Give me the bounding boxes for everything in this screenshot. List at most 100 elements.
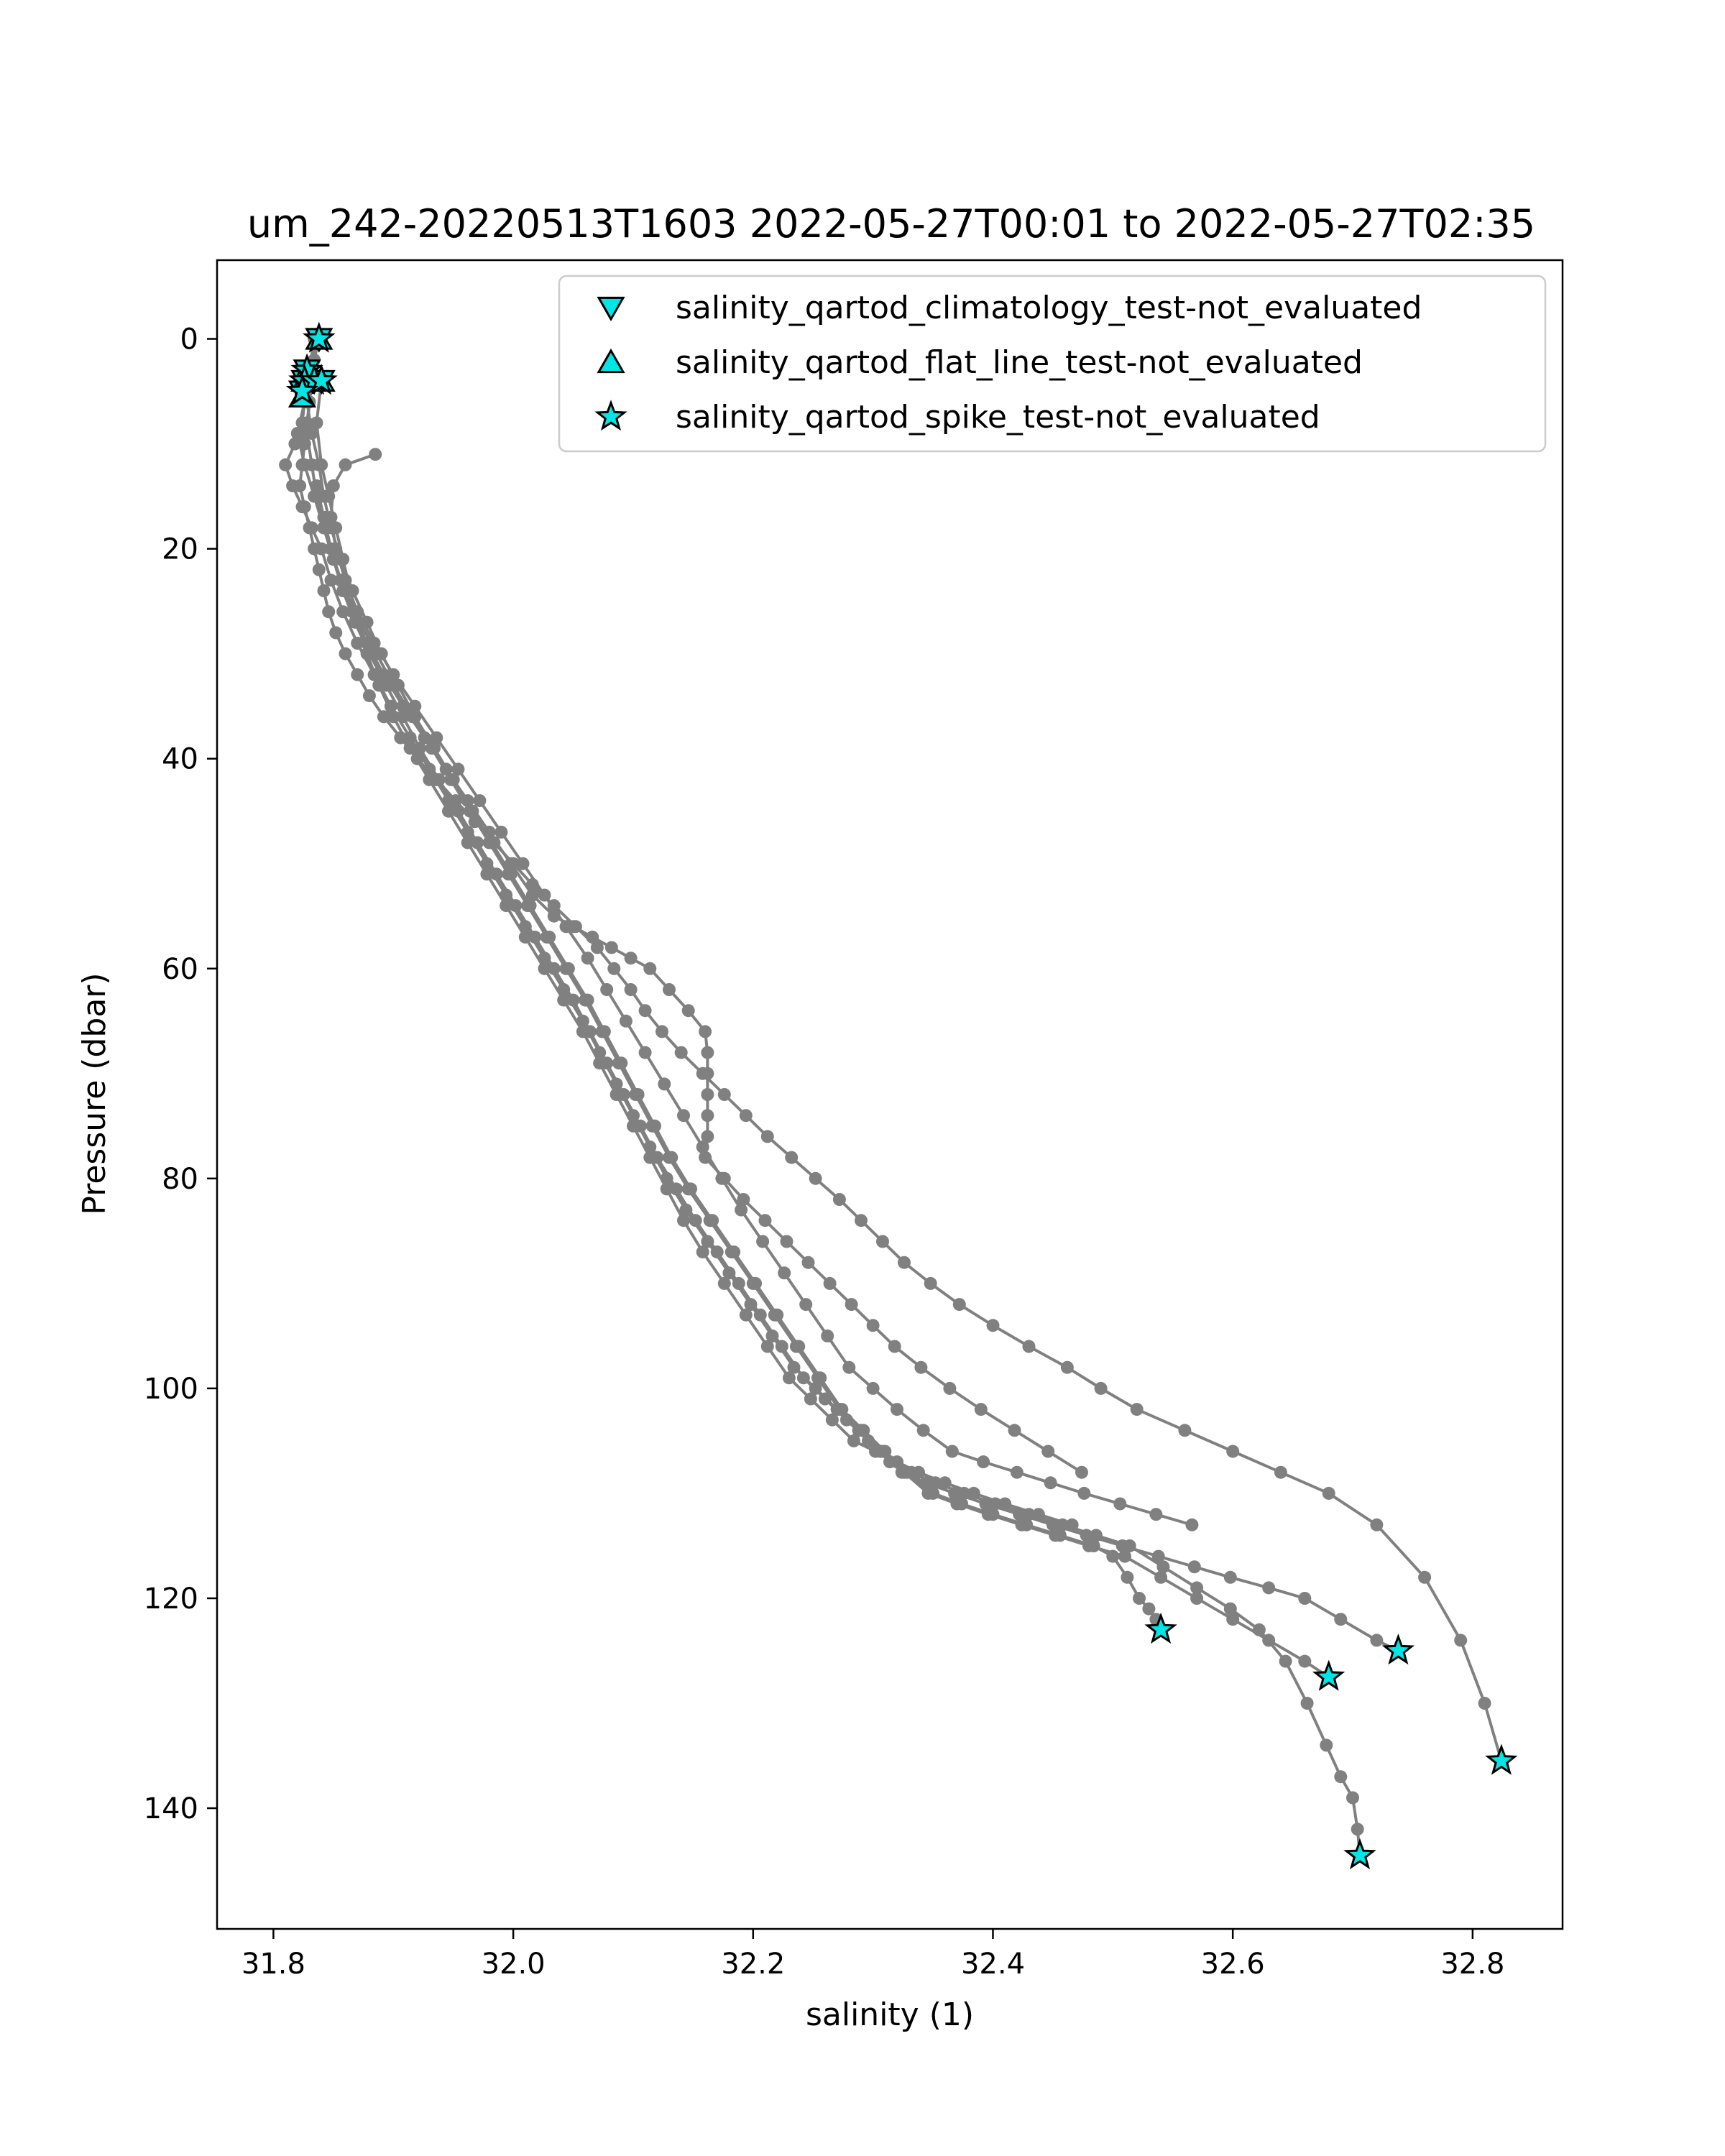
- profile-point: [775, 1340, 788, 1353]
- legend-entry: salinity_qartod_climatology_test-not_eva…: [597, 290, 1422, 326]
- profile-point: [866, 1319, 880, 1332]
- y-tick-label: 40: [162, 743, 198, 776]
- profile-point: [559, 962, 573, 975]
- profile-point: [1075, 1465, 1088, 1479]
- profile-point: [1010, 1465, 1024, 1479]
- profile-point: [778, 1266, 791, 1280]
- profile-point: [334, 573, 347, 587]
- profile-point: [701, 1130, 714, 1143]
- profile-point: [317, 584, 331, 597]
- profile-point: [888, 1340, 901, 1353]
- y-tick-label: 120: [144, 1583, 198, 1616]
- flag-series-star: [285, 321, 1518, 1870]
- profile-point: [1133, 1592, 1146, 1605]
- profile-point: [768, 1308, 781, 1322]
- profile-point: [660, 1182, 673, 1196]
- profile-point: [322, 605, 336, 619]
- profile-point: [295, 500, 309, 514]
- profile-point: [842, 1360, 856, 1374]
- profile-point: [1077, 1486, 1091, 1500]
- profile-point: [1113, 1497, 1127, 1511]
- profile-point: [866, 1381, 880, 1395]
- x-tick-label: 32.4: [961, 1948, 1025, 1981]
- profile-point: [701, 1067, 714, 1080]
- profile-point: [516, 857, 530, 870]
- x-tick-label: 32.6: [1201, 1948, 1265, 1981]
- profile-point: [1334, 1613, 1348, 1626]
- profile-point: [681, 1182, 695, 1196]
- profile-point: [1351, 1823, 1364, 1836]
- legend-label: salinity_qartod_flat_line_test-not_evalu…: [676, 344, 1363, 381]
- profile-point: [1298, 1654, 1312, 1668]
- profile-point: [1123, 1539, 1136, 1552]
- profile-point: [547, 909, 561, 923]
- flag-marker-star: [1312, 1659, 1346, 1691]
- profile-point: [509, 899, 523, 913]
- legend-entry: salinity_qartod_flat_line_test-not_evalu…: [597, 344, 1363, 381]
- y-tick-label: 0: [180, 323, 198, 356]
- profile-point: [967, 1486, 980, 1500]
- profile-point: [346, 605, 359, 619]
- profile-point: [735, 1203, 748, 1217]
- plot-area-frame: [216, 259, 1564, 1930]
- profile-point: [1031, 1508, 1045, 1521]
- x-tick-label: 32.2: [721, 1948, 785, 1981]
- profile-point: [305, 521, 318, 535]
- profile-point: [518, 930, 532, 944]
- profile-point: [739, 1109, 753, 1123]
- profile-point: [921, 1486, 935, 1500]
- profile-point: [1121, 1570, 1134, 1584]
- profile-point: [489, 867, 503, 881]
- profile-point: [326, 479, 340, 492]
- profile-point: [396, 699, 410, 713]
- profile-point: [689, 1214, 702, 1227]
- profile-point: [796, 1371, 810, 1385]
- x-axis-label: salinity (1): [806, 1996, 974, 2033]
- profile-point: [663, 1151, 676, 1164]
- profile-point: [701, 1046, 714, 1059]
- x-tick-label: 32.0: [482, 1948, 546, 1981]
- profile-point: [986, 1319, 1000, 1332]
- profile-point: [1178, 1424, 1192, 1437]
- profile-point: [758, 1214, 772, 1227]
- profile-point: [945, 1445, 959, 1458]
- profile-point: [1094, 1381, 1108, 1395]
- profile-point: [310, 416, 323, 430]
- profile-point: [950, 1497, 964, 1511]
- profile-point: [432, 773, 446, 786]
- profile-point: [847, 1434, 860, 1447]
- profile-point: [663, 983, 676, 996]
- profile-point: [451, 763, 465, 776]
- profile-point: [785, 1151, 799, 1164]
- profile-point: [801, 1256, 815, 1269]
- profile-point: [521, 899, 535, 913]
- profile-point: [746, 1276, 760, 1290]
- profile-point: [701, 1109, 714, 1123]
- profile-point: [451, 804, 465, 818]
- profile-point: [279, 458, 293, 471]
- profile-point: [1130, 1403, 1144, 1416]
- profile-point: [418, 731, 431, 745]
- profile-point: [461, 836, 474, 849]
- profile-point: [1187, 1560, 1201, 1574]
- profile-point: [1370, 1634, 1384, 1647]
- profile-point: [547, 962, 561, 975]
- profile-point: [624, 983, 638, 996]
- profile-point: [566, 993, 580, 1007]
- profile-point: [840, 1413, 853, 1427]
- flag-markers-layer: [285, 321, 1518, 1870]
- profile-point: [914, 1360, 928, 1374]
- profile-point: [315, 458, 328, 471]
- profile-point: [305, 458, 318, 471]
- profile-point: [717, 1276, 731, 1290]
- y-tick-label: 60: [162, 953, 198, 986]
- profile-point: [423, 773, 436, 786]
- profile-point: [1322, 1486, 1335, 1500]
- chart-title: um_242-20220513T1603 2022-05-27T00:01 to…: [247, 201, 1535, 247]
- profile-point: [430, 731, 443, 745]
- profile-point: [756, 1235, 770, 1248]
- profile-point: [1478, 1697, 1491, 1710]
- profile-point: [1151, 1549, 1165, 1563]
- profile-point: [336, 605, 350, 619]
- profile-point: [1008, 1424, 1021, 1437]
